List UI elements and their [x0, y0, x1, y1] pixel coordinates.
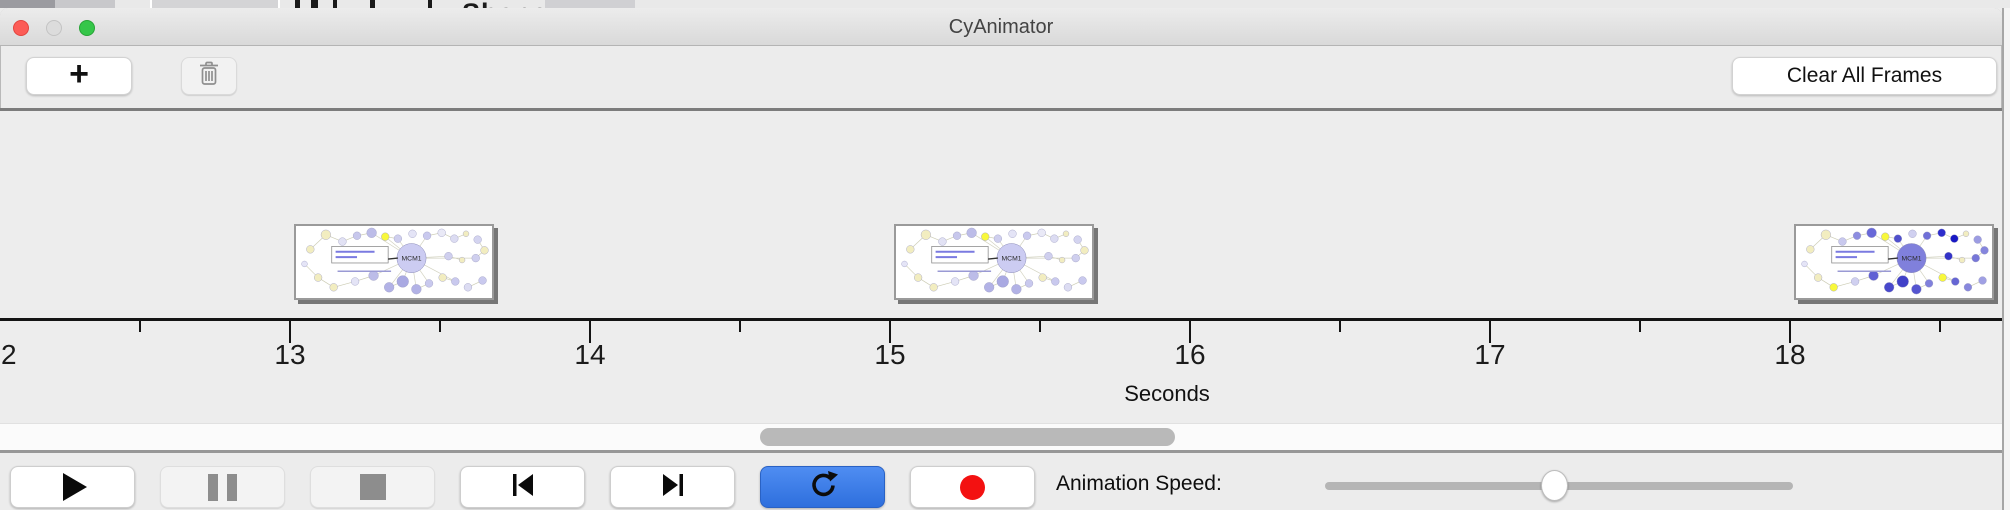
- skip-to-end-button[interactable]: [610, 466, 735, 508]
- slider-knob[interactable]: [1541, 470, 1568, 501]
- tick-label: 17: [1474, 339, 1506, 370]
- clear-all-frames-button[interactable]: Clear All Frames: [1732, 57, 1997, 95]
- record-icon: [960, 474, 985, 500]
- major-tick: [889, 321, 891, 343]
- minor-tick: [739, 321, 741, 332]
- svg-text:MCM1: MCM1: [1002, 256, 1022, 263]
- skip-to-start-icon: [509, 471, 537, 504]
- add-frame-button[interactable]: +: [26, 54, 132, 95]
- window-title: CyAnimator: [948, 16, 1054, 38]
- background-fragment: [295, 0, 300, 8]
- background-app-strip: Shape: [0, 0, 2010, 8]
- background-fragment: [545, 0, 635, 8]
- playback-controls: Animation Speed:: [0, 453, 2002, 510]
- tick-label: 16: [1174, 339, 1206, 370]
- major-tick: [1789, 321, 1791, 343]
- delete-frame-button[interactable]: [181, 57, 237, 95]
- plus-icon: +: [69, 54, 89, 93]
- background-fragment: [311, 0, 318, 8]
- play-button[interactable]: [10, 466, 135, 508]
- tick-label-partial: 2: [1, 339, 17, 370]
- tick-label: 13: [274, 339, 306, 370]
- scrollbar-thumb[interactable]: [760, 428, 1175, 446]
- traffic-lights: [13, 20, 95, 36]
- minor-tick: [1939, 321, 1941, 332]
- animation-speed-slider[interactable]: [1325, 453, 1793, 510]
- skip-to-start-button[interactable]: [460, 466, 585, 508]
- play-icon: [62, 473, 87, 501]
- tick-label: 18: [1774, 339, 1806, 370]
- close-button[interactable]: [13, 20, 29, 36]
- background-fragment: [428, 0, 432, 8]
- stop-button[interactable]: [310, 466, 435, 508]
- cyanimator-window: CyAnimator +: [0, 8, 2002, 510]
- minor-tick: [1639, 321, 1641, 332]
- major-tick: [1489, 321, 1491, 343]
- frame-thumbnail[interactable]: MCM1: [894, 224, 1094, 300]
- timeline-panel[interactable]: MCM1 MCM1 MCM1 13 14 15 16 17 18 2 Seconds: [0, 111, 2002, 453]
- timeline-axis: [0, 318, 2002, 321]
- stop-icon: [359, 474, 386, 500]
- background-fragment: [333, 0, 337, 8]
- loop-button[interactable]: [760, 466, 885, 508]
- major-tick: [589, 321, 591, 343]
- background-clipped-text: Shape: [462, 0, 548, 8]
- axis-unit-label: Seconds: [1124, 381, 1210, 406]
- tick-label: 15: [874, 339, 906, 370]
- background-right-edge: [2002, 8, 2010, 510]
- minimize-button[interactable]: [46, 20, 62, 36]
- pause-button[interactable]: [160, 466, 285, 508]
- background-fragment: [0, 0, 55, 8]
- background-fragment: [55, 0, 115, 8]
- minor-tick: [439, 321, 441, 332]
- background-fragment: [370, 0, 375, 8]
- major-tick: [1189, 321, 1191, 343]
- major-tick: [289, 321, 291, 343]
- loop-icon: [808, 470, 838, 505]
- trash-icon: [198, 61, 220, 92]
- background-fragment: [150, 0, 280, 8]
- minor-tick: [1039, 321, 1041, 332]
- animation-speed-label: Animation Speed:: [1056, 472, 1222, 495]
- svg-text:MCM1: MCM1: [402, 256, 422, 263]
- pause-icon: [208, 473, 237, 501]
- toolbar: + Clear All Frame: [0, 46, 2002, 111]
- frame-thumbnail[interactable]: MCM1: [1794, 224, 1994, 300]
- skip-to-end-icon: [659, 471, 687, 504]
- tick-label: 14: [574, 339, 606, 370]
- timeline-scrollbar[interactable]: [0, 423, 2002, 453]
- record-button[interactable]: [910, 466, 1035, 508]
- titlebar: CyAnimator: [0, 8, 2002, 46]
- frame-thumbnail[interactable]: MCM1: [294, 224, 494, 300]
- minor-tick: [1339, 321, 1341, 332]
- minor-tick: [139, 321, 141, 332]
- svg-text:MCM1: MCM1: [1902, 256, 1922, 263]
- zoom-button[interactable]: [79, 20, 95, 36]
